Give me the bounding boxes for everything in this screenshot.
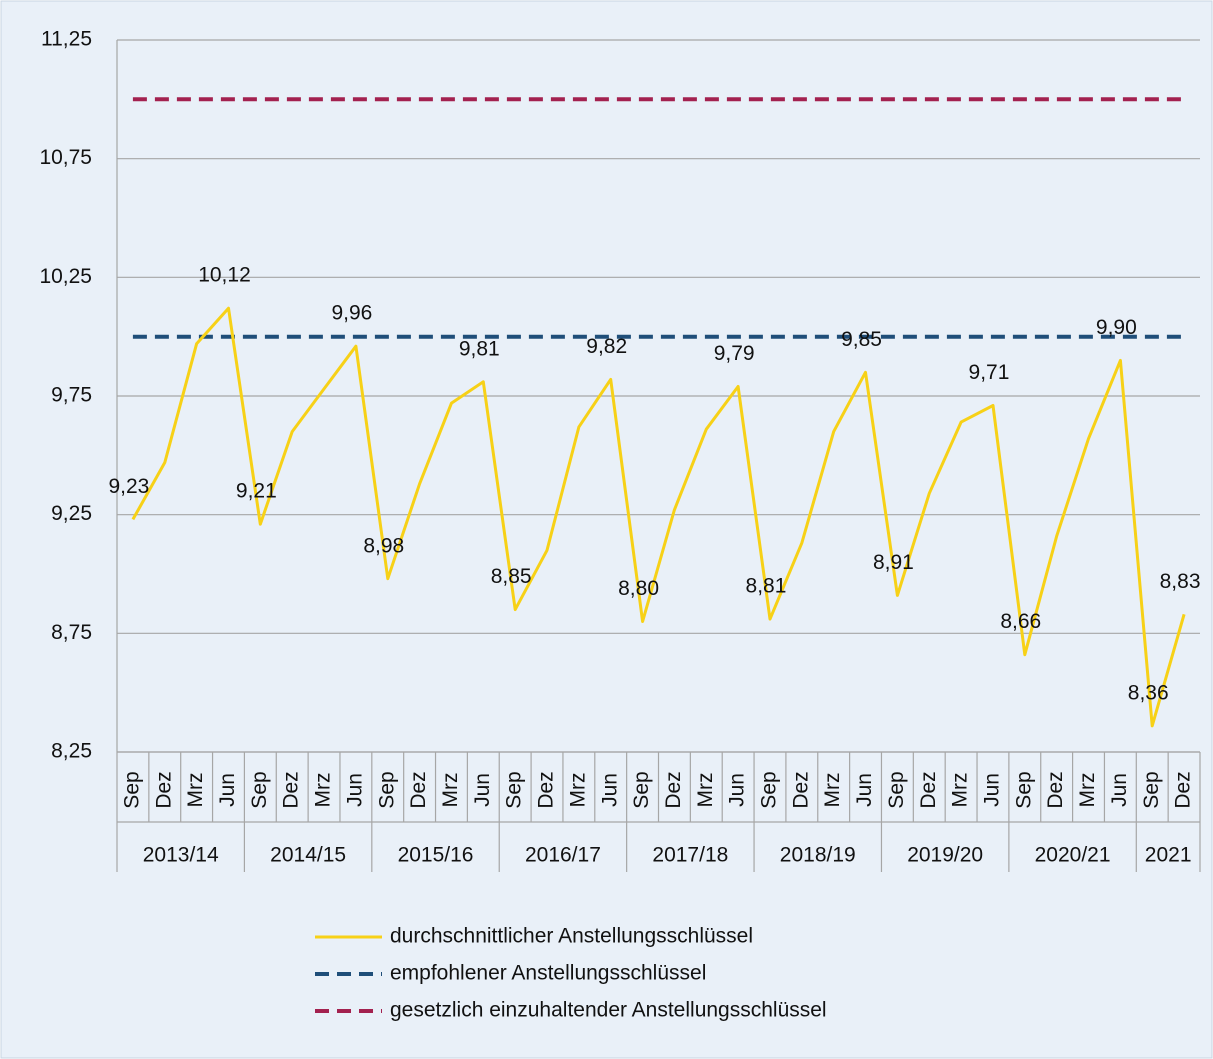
x-tick-label: Jun: [343, 773, 366, 807]
data-label: 8,83: [1160, 570, 1201, 593]
x-tick-label: Mrz: [949, 773, 972, 808]
group-label: 2014/15: [270, 844, 346, 867]
data-label: 8,66: [1000, 610, 1041, 633]
y-tick-label: 10,25: [39, 265, 92, 288]
y-tick-label: 8,25: [51, 740, 92, 763]
x-tick-label: Sep: [758, 771, 781, 808]
group-label: 2016/17: [525, 844, 601, 867]
x-tick-label: Mrz: [439, 773, 462, 808]
data-label: 9,81: [459, 337, 500, 360]
x-tick-label: Dez: [280, 771, 303, 808]
x-tick-label: Dez: [152, 771, 175, 808]
data-label: 9,96: [331, 302, 372, 325]
x-tick-label: Dez: [535, 771, 558, 808]
x-tick-label: Dez: [407, 771, 430, 808]
x-tick-label: Jun: [216, 773, 239, 807]
group-label: 2021: [1145, 844, 1192, 867]
x-tick-label: Dez: [789, 771, 812, 808]
group-label: 2017/18: [652, 844, 728, 867]
y-tick-label: 9,75: [51, 384, 92, 407]
x-tick-label: Jun: [471, 773, 494, 807]
group-label: 2013/14: [143, 844, 219, 867]
x-tick-label: Mrz: [1076, 773, 1099, 808]
group-label: 2019/20: [907, 844, 983, 867]
data-label: 9,79: [714, 342, 755, 365]
x-tick-label: Sep: [248, 771, 271, 808]
x-tick-label: Sep: [503, 771, 526, 808]
y-tick-label: 9,25: [51, 502, 92, 525]
x-tick-label: Sep: [1140, 771, 1163, 808]
x-tick-label: Mrz: [312, 773, 335, 808]
x-tick-label: Mrz: [184, 773, 207, 808]
data-label: 9,85: [841, 328, 882, 351]
x-tick-label: Dez: [662, 771, 685, 808]
series-line: [131, 306, 1186, 728]
data-label: 10,12: [198, 264, 251, 287]
legend-label: durchschnittlicher Anstellungsschlüssel: [390, 925, 753, 948]
x-tick-label: Jun: [853, 773, 876, 807]
y-tick-label: 8,75: [51, 621, 92, 644]
x-tick-label: Dez: [917, 771, 940, 808]
data-label: 8,81: [746, 575, 787, 598]
x-tick-label: Jun: [981, 773, 1004, 807]
legend-label: empfohlener Anstellungsschlüssel: [390, 962, 706, 985]
x-tick-label: Jun: [598, 773, 621, 807]
data-label: 8,80: [618, 577, 659, 600]
data-label: 8,85: [491, 565, 532, 588]
x-tick-label: Mrz: [566, 773, 589, 808]
data-label: 8,36: [1128, 681, 1169, 704]
y-tick-label: 10,75: [39, 146, 92, 169]
x-tick-label: Sep: [120, 771, 143, 808]
group-label: 2015/16: [398, 844, 474, 867]
legend-label: gesetzlich einzuhaltender Anstellungssch…: [390, 999, 827, 1022]
x-tick-label: Mrz: [821, 773, 844, 808]
x-tick-label: Dez: [1044, 771, 1067, 808]
x-tick-label: Sep: [630, 771, 653, 808]
data-label: 9,90: [1096, 316, 1137, 339]
x-tick-label: Sep: [375, 771, 398, 808]
data-label: 8,91: [873, 551, 914, 574]
x-tick-label: Sep: [1012, 771, 1035, 808]
data-label: 9,82: [586, 335, 627, 358]
x-tick-label: Sep: [885, 771, 908, 808]
x-tick-label: Dez: [1172, 771, 1195, 808]
data-label: 8,98: [363, 534, 404, 557]
x-tick-label: Jun: [1108, 773, 1131, 807]
group-label: 2018/19: [780, 844, 856, 867]
y-tick-label: 11,25: [41, 28, 92, 51]
data-label: 9,71: [969, 361, 1010, 384]
group-label: 2020/21: [1035, 844, 1111, 867]
x-tick-label: Mrz: [694, 773, 717, 808]
data-label: 9,23: [108, 475, 149, 498]
x-tick-label: Jun: [726, 773, 749, 807]
data-label: 9,21: [236, 480, 277, 503]
